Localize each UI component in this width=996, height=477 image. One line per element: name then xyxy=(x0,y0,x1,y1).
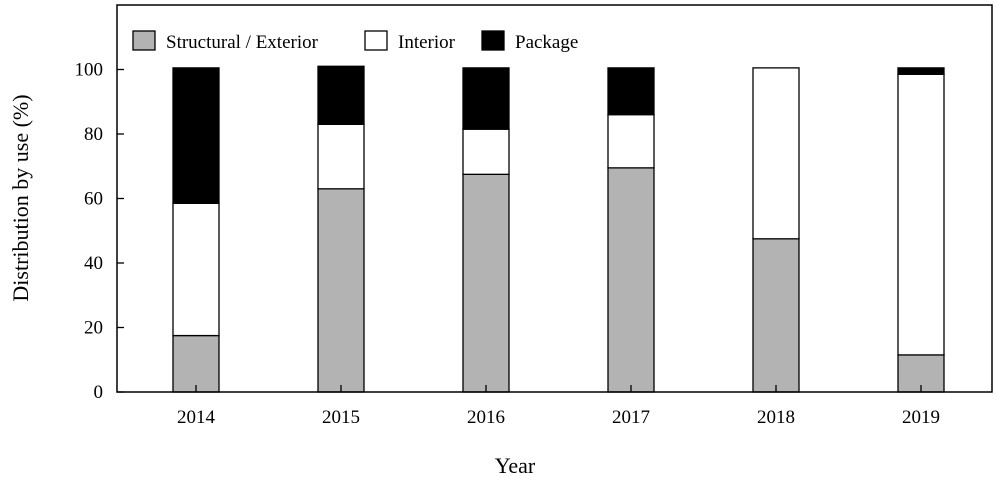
bar-2015-series-0 xyxy=(317,188,365,393)
x-tick-label-2014: 2014 xyxy=(177,407,216,428)
x-tick-label-2017: 2017 xyxy=(612,407,650,428)
y-tick-label-60: 60 xyxy=(84,189,103,210)
legend-swatch-1 xyxy=(364,30,388,51)
bar-2014-series-0 xyxy=(172,334,220,393)
y-tick-label-40: 40 xyxy=(84,253,103,274)
bar-2016-series-1 xyxy=(462,128,510,175)
legend-label-2: Package xyxy=(515,32,578,53)
x-axis-title: Year xyxy=(495,453,536,477)
x-tick-label-2018: 2018 xyxy=(757,407,795,428)
bars xyxy=(172,65,945,393)
bar-2018-series-1 xyxy=(752,67,800,240)
x-tick-label-2019: 2019 xyxy=(902,407,940,428)
y-tick-label-80: 80 xyxy=(84,124,103,145)
x-axis: 2014 2015 2016 2017 2018 2019 xyxy=(177,385,940,428)
y-tick-label-100: 100 xyxy=(75,60,104,81)
bar-2015-series-2 xyxy=(317,65,365,125)
legend: Structural / Exterior Interior Package xyxy=(132,30,578,53)
bar-2014-series-2 xyxy=(172,67,220,204)
bar-2016-series-2 xyxy=(462,67,510,130)
y-axis: 0 20 40 60 80 100 xyxy=(75,60,124,403)
bar-2019-series-2 xyxy=(897,67,945,75)
bar-2015-series-1 xyxy=(317,123,365,190)
x-tick-label-2016: 2016 xyxy=(467,407,505,428)
bar-2017-series-0 xyxy=(607,167,655,393)
plot-frame xyxy=(116,4,993,393)
y-tick-label-20: 20 xyxy=(84,318,103,339)
y-tick-label-0: 0 xyxy=(94,382,104,403)
bar-2014-series-1 xyxy=(172,202,220,337)
legend-label-0: Structural / Exterior xyxy=(166,32,319,53)
x-tick-label-2015: 2015 xyxy=(322,407,360,428)
legend-swatch-0 xyxy=(132,30,156,51)
legend-swatch-2 xyxy=(481,30,505,51)
y-axis-title: Distribution by use (%) xyxy=(8,94,33,301)
bar-2018-series-0 xyxy=(752,238,800,393)
bar-2016-series-0 xyxy=(462,173,510,393)
bar-2017-series-1 xyxy=(607,114,655,169)
bar-2019-series-1 xyxy=(897,73,945,356)
bar-2017-series-2 xyxy=(607,67,655,116)
legend-label-1: Interior xyxy=(398,32,456,53)
